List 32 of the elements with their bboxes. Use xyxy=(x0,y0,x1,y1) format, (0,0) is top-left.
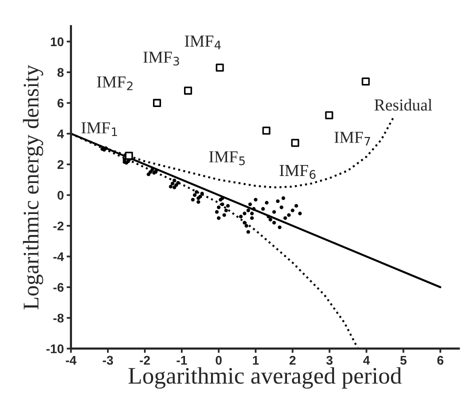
annotation: IMF$_{6}$ xyxy=(280,165,316,179)
y-tick-label: 10 xyxy=(50,37,64,46)
x-tick-label: 5 xyxy=(400,356,407,365)
y-tick-label: -4 xyxy=(53,252,64,262)
y-tick-label: -8 xyxy=(53,314,64,323)
x-tick-label: -3 xyxy=(102,356,113,365)
x-axis-title: Logarithmic averaged period xyxy=(128,367,402,389)
x-tick-label: 6 xyxy=(437,356,444,365)
x-tick-label: 3 xyxy=(326,356,333,365)
annotation: IMF$_{2}$ xyxy=(97,76,132,90)
x-tick-label: 0 xyxy=(216,356,222,365)
y-tick-label: -6 xyxy=(53,282,64,292)
y-tick-label: 6 xyxy=(58,98,64,108)
y-axis-title: Logarithmic energy density xyxy=(22,64,44,310)
x-tick-label: -4 xyxy=(66,356,76,365)
x-tick-label: -1 xyxy=(176,356,187,365)
x-tick-label: 1 xyxy=(252,356,259,365)
annotation: IMF$_{4}$ xyxy=(184,36,221,50)
x-tick-label: 2 xyxy=(290,356,296,365)
annotation: IMF$_{1}$ xyxy=(81,122,118,136)
annotation: IMF$_{5}$ xyxy=(209,151,245,166)
y-tick-label: 0 xyxy=(58,190,64,200)
x-tick-label: 4 xyxy=(363,356,370,365)
y-tick-label: 4 xyxy=(57,130,64,138)
y-tick-label: 2 xyxy=(57,160,64,169)
y-tick-label: -2 xyxy=(53,222,64,230)
annotation: Residual xyxy=(374,98,432,111)
annotation: IMF$_{7}$ xyxy=(334,132,370,146)
x-tick-label: -2 xyxy=(140,356,150,365)
y-tick-label: 8 xyxy=(57,68,64,77)
annotation: IMF$_{3}$ xyxy=(143,52,180,66)
y-tick-label: -10 xyxy=(46,344,64,354)
